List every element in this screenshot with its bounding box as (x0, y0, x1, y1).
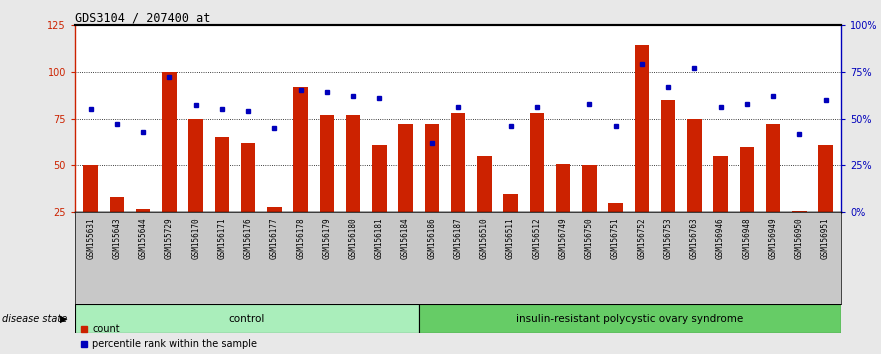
Text: GSM156177: GSM156177 (270, 217, 279, 259)
Bar (267, 207, 282, 212)
Text: control: control (229, 314, 265, 324)
Text: GSM156171: GSM156171 (218, 217, 226, 259)
Bar (418, 304, 841, 333)
Bar (478, 156, 492, 212)
Bar (84, 165, 98, 212)
Bar (634, 45, 649, 212)
Text: GSM156751: GSM156751 (611, 217, 620, 259)
Text: GSM156753: GSM156753 (663, 217, 672, 259)
Bar (372, 145, 387, 212)
Text: GSM156178: GSM156178 (296, 217, 305, 259)
Text: GSM156749: GSM156749 (559, 217, 567, 259)
Text: GSM156510: GSM156510 (480, 217, 489, 259)
Bar (425, 124, 439, 212)
Text: GSM156170: GSM156170 (191, 217, 200, 259)
Bar (766, 124, 781, 212)
Text: GSM155729: GSM155729 (165, 217, 174, 259)
Bar (215, 137, 229, 212)
Bar (740, 147, 754, 212)
Bar (582, 165, 596, 212)
Text: GSM156186: GSM156186 (427, 217, 436, 259)
Text: GDS3104 / 207400_at: GDS3104 / 207400_at (75, 11, 211, 24)
Text: GSM156950: GSM156950 (795, 217, 803, 259)
Bar (293, 87, 307, 212)
Bar (136, 209, 151, 212)
Text: GSM156951: GSM156951 (821, 217, 830, 259)
Text: GSM156750: GSM156750 (585, 217, 594, 259)
Text: ▶: ▶ (60, 314, 68, 324)
Text: GSM156181: GSM156181 (375, 217, 384, 259)
Legend: count, percentile rank within the sample: count, percentile rank within the sample (80, 324, 257, 349)
Bar (162, 72, 176, 212)
Text: GSM156184: GSM156184 (401, 217, 411, 259)
Bar (320, 115, 334, 212)
Bar (529, 113, 544, 212)
Bar (398, 124, 413, 212)
Text: disease state: disease state (2, 314, 67, 324)
Bar (818, 145, 833, 212)
Text: GSM156176: GSM156176 (244, 217, 253, 259)
Text: GSM156946: GSM156946 (716, 217, 725, 259)
Text: GSM156949: GSM156949 (768, 217, 778, 259)
Bar (346, 115, 360, 212)
Text: GSM156763: GSM156763 (690, 217, 699, 259)
Bar (687, 119, 701, 212)
Text: GSM156752: GSM156752 (637, 217, 647, 259)
Text: GSM156511: GSM156511 (506, 217, 515, 259)
Bar (609, 203, 623, 212)
Bar (503, 194, 518, 212)
Bar (792, 211, 807, 212)
Bar (714, 156, 728, 212)
Text: GSM155644: GSM155644 (138, 217, 148, 259)
Text: insulin-resistant polycystic ovary syndrome: insulin-resistant polycystic ovary syndr… (516, 314, 744, 324)
Bar (451, 113, 465, 212)
Text: GSM156179: GSM156179 (322, 217, 331, 259)
Bar (661, 100, 676, 212)
Text: GSM156512: GSM156512 (532, 217, 541, 259)
Bar (109, 198, 124, 212)
Text: GSM156948: GSM156948 (743, 217, 751, 259)
Bar (189, 119, 203, 212)
Bar (75, 304, 418, 333)
Text: GSM156187: GSM156187 (454, 217, 463, 259)
Bar (556, 164, 570, 212)
Text: GSM156180: GSM156180 (349, 217, 358, 259)
Text: GSM155643: GSM155643 (113, 217, 122, 259)
Text: GSM155631: GSM155631 (86, 217, 95, 259)
Bar (241, 143, 255, 212)
